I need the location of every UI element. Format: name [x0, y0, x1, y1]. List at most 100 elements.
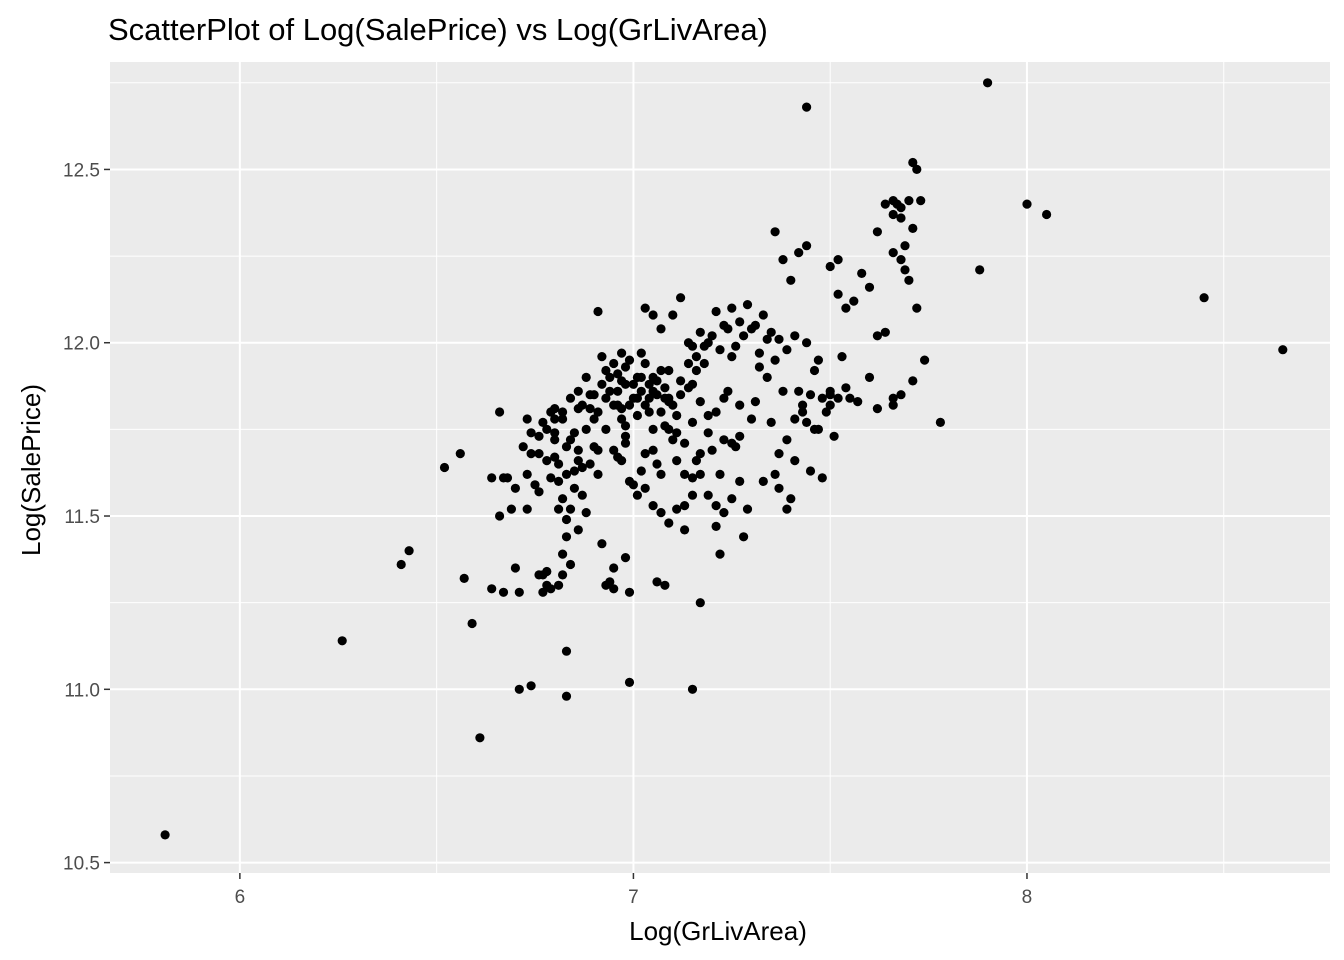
data-point [502, 473, 513, 483]
data-point [845, 393, 855, 403]
data-points [160, 78, 1288, 840]
data-point [790, 414, 800, 424]
data-point [546, 473, 556, 483]
data-point [620, 431, 631, 441]
data-point [912, 164, 922, 174]
data-point [786, 494, 796, 504]
data-point [459, 573, 469, 584]
major-grid [110, 62, 1330, 873]
data-point [719, 393, 729, 403]
data-point [609, 584, 619, 594]
data-point [731, 341, 741, 351]
data-point [794, 386, 804, 396]
data-point [581, 424, 591, 434]
data-point [805, 390, 816, 400]
data-point [833, 393, 843, 403]
data-point [597, 379, 607, 389]
data-point [593, 469, 603, 479]
data-point [518, 442, 528, 452]
data-point [888, 248, 898, 258]
data-point [550, 428, 560, 438]
minor-grid [110, 62, 1330, 873]
data-point [660, 383, 670, 393]
data-point [695, 469, 705, 479]
data-point [813, 355, 824, 365]
data-point [585, 404, 595, 414]
data-point [522, 414, 532, 424]
chart-title: ScatterPlot of Log(SalePrice) vs Log(GrL… [108, 12, 768, 47]
data-point [770, 227, 780, 237]
data-point [798, 407, 808, 417]
data-point [888, 393, 898, 403]
data-point [691, 352, 702, 362]
data-point [561, 442, 572, 452]
data-point [593, 407, 603, 417]
data-point [542, 456, 552, 466]
data-point [573, 456, 583, 466]
data-point [577, 490, 587, 500]
data-point [703, 428, 713, 438]
data-point [849, 296, 859, 306]
data-point [676, 390, 686, 400]
data-point [766, 327, 776, 337]
data-point [695, 449, 705, 459]
data-point [565, 504, 576, 514]
data-point [620, 421, 631, 431]
data-point [601, 365, 611, 376]
data-point [648, 501, 658, 511]
data-point [656, 324, 666, 334]
data-point [853, 397, 863, 407]
data-point [648, 445, 658, 455]
data-point [668, 435, 678, 445]
data-point [526, 449, 536, 459]
data-point [487, 473, 497, 483]
data-point [554, 580, 564, 590]
data-point [782, 345, 792, 355]
data-point [628, 393, 639, 403]
data-point [711, 501, 721, 511]
data-point [534, 487, 544, 497]
data-point [640, 400, 650, 410]
data-point [609, 445, 619, 455]
data-point [636, 466, 646, 476]
data-point [660, 580, 670, 590]
y-tick-label: 11.5 [64, 507, 100, 528]
data-point [742, 300, 753, 310]
data-point [664, 365, 674, 376]
data-point [841, 383, 851, 393]
data-point [601, 393, 611, 403]
data-point [624, 355, 635, 365]
data-point [908, 376, 918, 386]
data-point [613, 400, 623, 410]
data-point [561, 532, 572, 542]
data-point [975, 265, 985, 275]
data-point [691, 456, 702, 466]
data-point [605, 372, 615, 382]
data-point [872, 227, 883, 237]
data-point [605, 577, 615, 587]
data-point [727, 303, 737, 313]
data-point [691, 365, 702, 376]
data-point [896, 255, 906, 265]
data-point [809, 424, 820, 434]
data-point [802, 417, 812, 427]
data-point [672, 410, 682, 421]
data-point [707, 445, 717, 455]
data-point [656, 365, 666, 376]
data-point [652, 459, 662, 469]
data-point [735, 476, 745, 486]
data-point [825, 400, 835, 410]
data-point [896, 203, 906, 213]
data-point [680, 438, 690, 448]
data-point [723, 386, 733, 396]
data-point [506, 504, 516, 514]
x-axis-label: Log(GrLivArea) [629, 916, 807, 946]
tick-labels: 6 7 8 10.5 11.0 11.5 12.0 12.5 [63, 160, 1032, 908]
data-point [526, 428, 536, 438]
data-point [735, 317, 745, 327]
data-point [683, 358, 694, 369]
data-point [790, 456, 800, 466]
data-point [656, 469, 666, 479]
data-point [632, 410, 643, 421]
data-point [825, 386, 835, 396]
